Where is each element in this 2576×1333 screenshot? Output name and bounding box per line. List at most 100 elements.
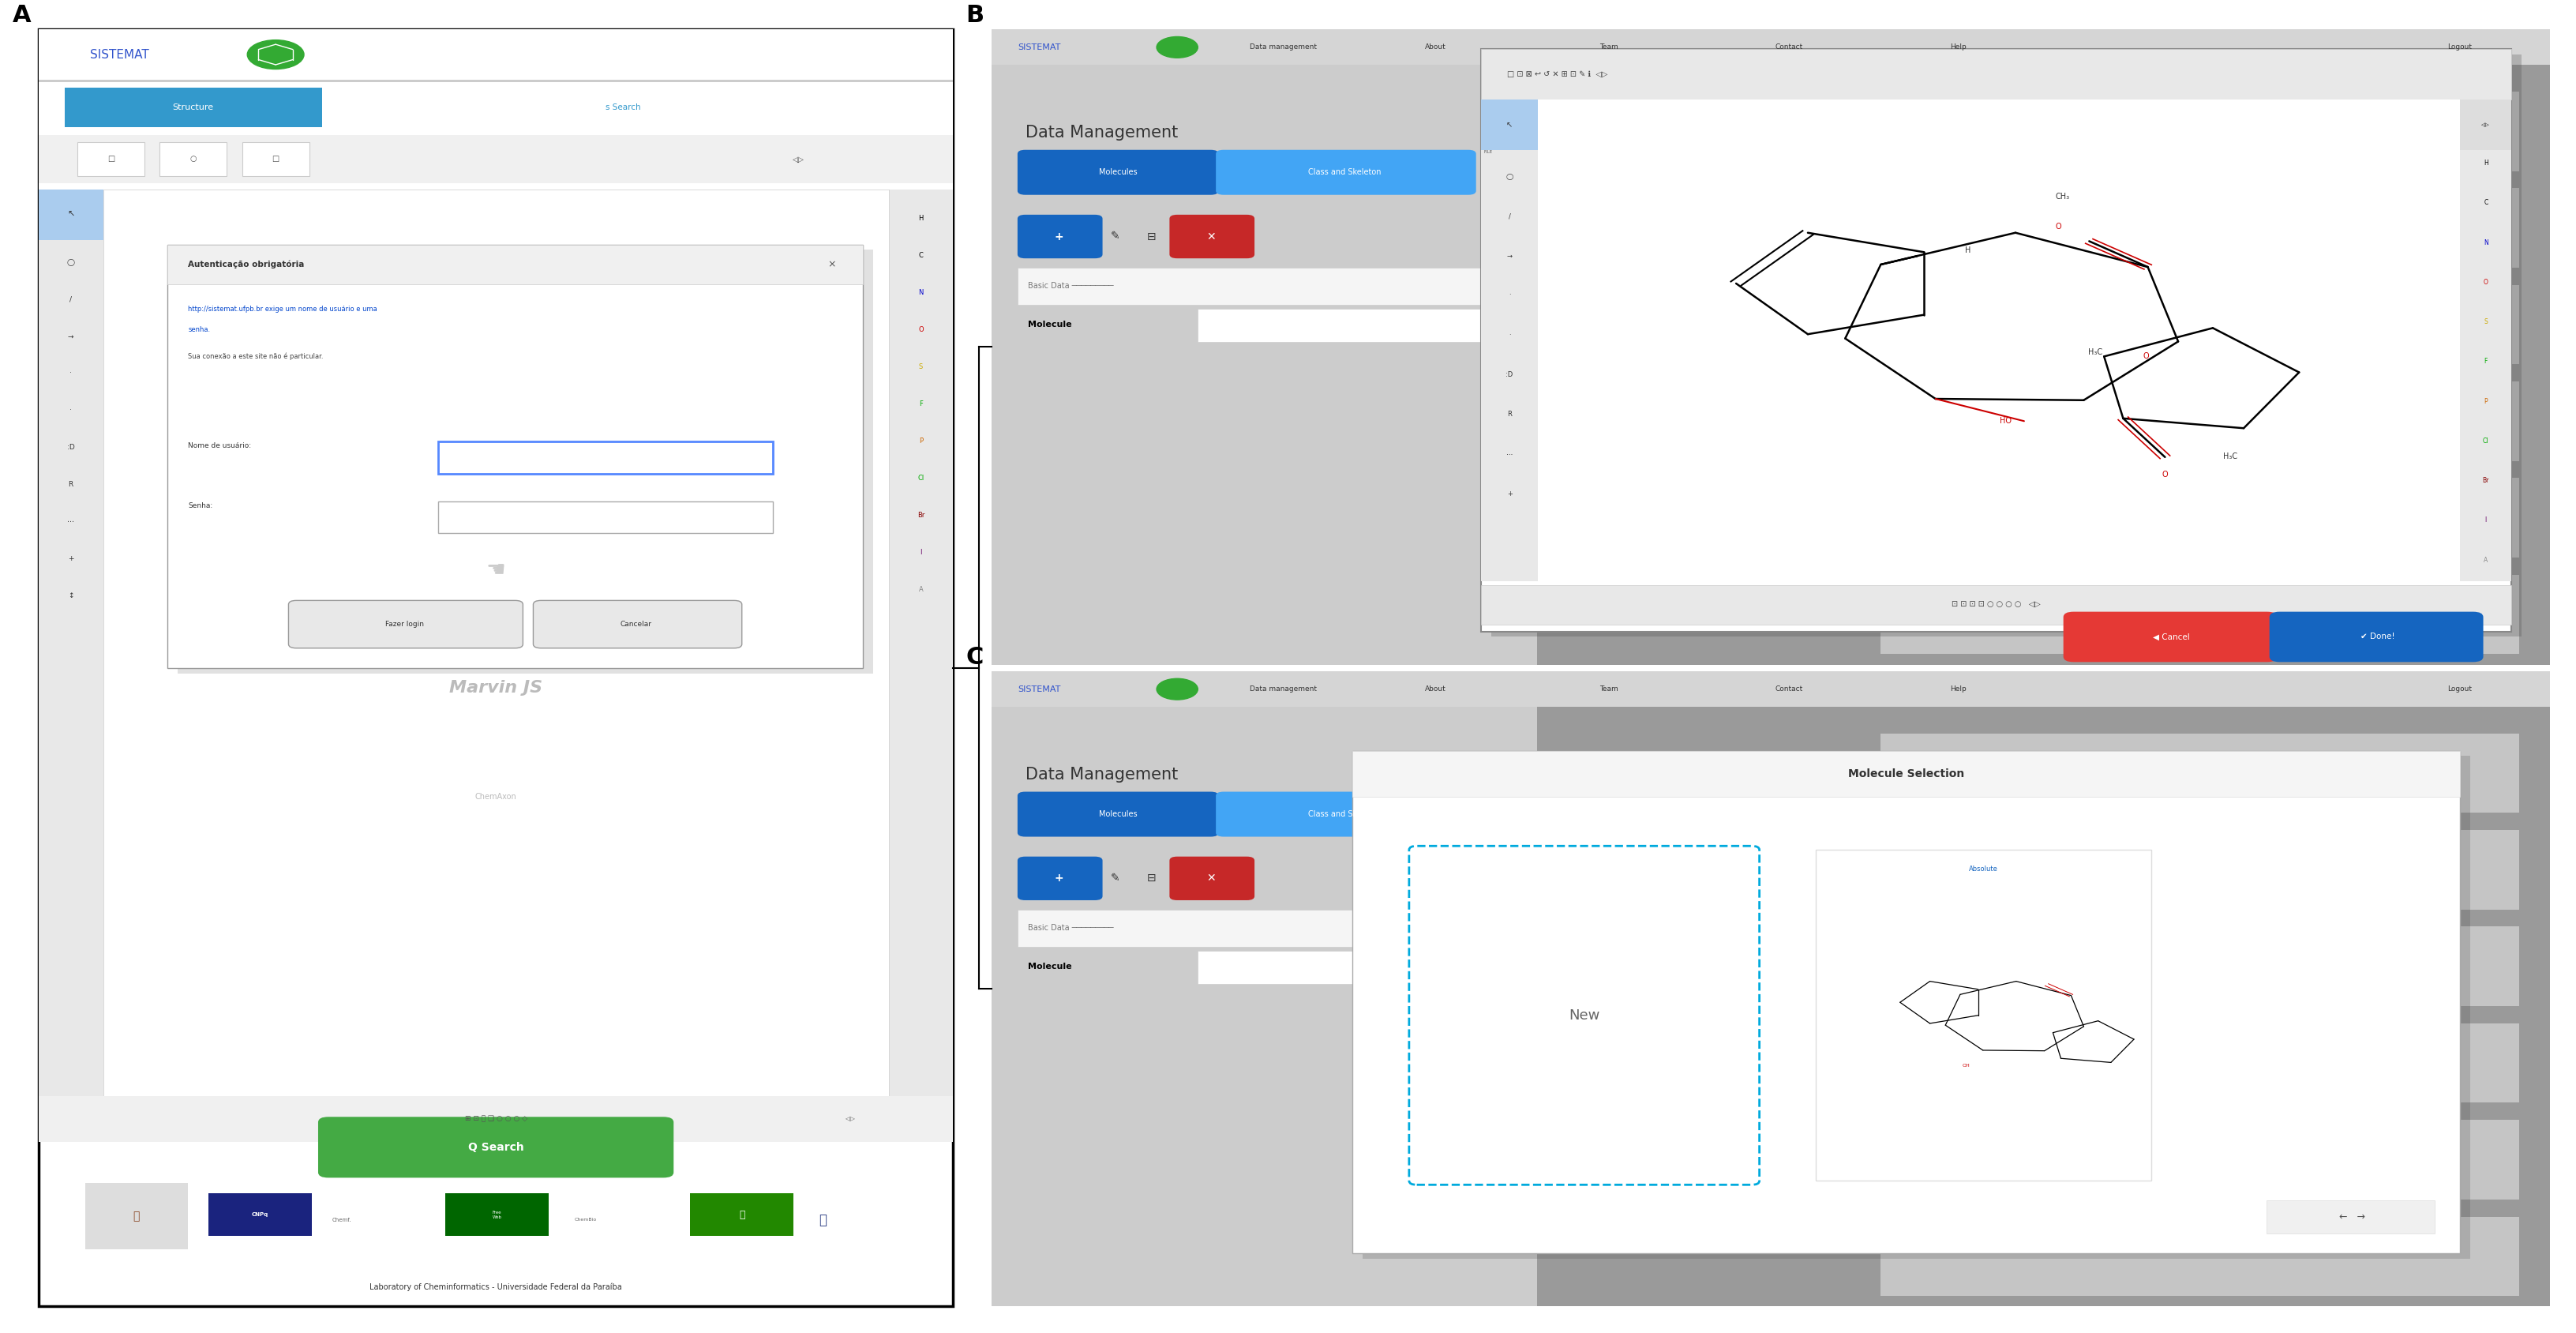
Text: Br: Br <box>917 512 925 519</box>
Bar <box>1880 1120 2519 1200</box>
Text: ◯: ◯ <box>1507 173 1512 180</box>
Text: ChemBio: ChemBio <box>574 1218 598 1222</box>
Text: Logout: Logout <box>2447 685 2473 693</box>
Text: P: P <box>2483 397 2488 405</box>
Text: H₃C: H₃C <box>2089 348 2102 356</box>
Text: ✎: ✎ <box>1110 873 1121 884</box>
Text: Contact: Contact <box>1775 44 1803 51</box>
Bar <box>1880 92 2519 171</box>
Text: Class and Skeleton: Class and Skeleton <box>1309 168 1381 176</box>
FancyBboxPatch shape <box>2063 612 2277 663</box>
Bar <box>64 88 322 128</box>
Text: :D: :D <box>67 444 75 451</box>
Text: Data Management: Data Management <box>1025 125 1177 140</box>
Text: Team: Team <box>1600 685 1618 693</box>
Text: Absolute: Absolute <box>1968 866 1999 873</box>
Bar <box>992 672 2550 1306</box>
Bar <box>1481 585 2512 625</box>
Text: H: H <box>920 215 922 223</box>
Bar <box>992 706 1538 1306</box>
Bar <box>2267 1201 2434 1234</box>
Text: 🌿: 🌿 <box>739 1209 744 1220</box>
Text: ↕: ↕ <box>67 592 75 600</box>
Text: O: O <box>917 327 925 333</box>
Circle shape <box>247 40 304 69</box>
Text: O: O <box>2161 471 2169 479</box>
Text: New: New <box>1569 1008 1600 1022</box>
Bar <box>39 1096 953 1142</box>
Text: N: N <box>2483 239 2488 247</box>
Text: P: P <box>920 437 922 444</box>
FancyBboxPatch shape <box>1018 857 1103 900</box>
FancyBboxPatch shape <box>1018 215 1103 259</box>
Text: Basic Data ─────────: Basic Data ───────── <box>1028 924 1113 932</box>
FancyBboxPatch shape <box>2269 612 2483 663</box>
Bar <box>103 189 889 1096</box>
Bar <box>1880 285 2519 364</box>
Bar <box>2460 100 2512 149</box>
Circle shape <box>1157 678 1198 700</box>
Text: ☚: ☚ <box>487 559 505 581</box>
Text: ←   →: ← → <box>2339 1212 2365 1222</box>
Text: Marvin JS: Marvin JS <box>448 680 544 696</box>
Text: Molecules: Molecules <box>1100 168 1136 176</box>
Bar <box>39 29 953 80</box>
Text: http://sistemat.ufpb.br exige um nome de usuário e uma: http://sistemat.ufpb.br exige um nome de… <box>188 305 376 312</box>
Text: ⋯: ⋯ <box>67 519 75 525</box>
Text: B: B <box>966 4 984 27</box>
Text: ✎: ✎ <box>1110 231 1121 243</box>
Bar <box>242 141 309 176</box>
Bar <box>1880 1217 2519 1296</box>
Text: Molecule: Molecule <box>1028 962 1072 970</box>
Text: Cl: Cl <box>917 475 925 481</box>
Bar <box>1538 100 2460 581</box>
Text: SISTEMAT: SISTEMAT <box>1018 685 1061 693</box>
Text: Help: Help <box>1950 685 1965 693</box>
Text: □: □ <box>108 155 113 163</box>
Bar <box>39 80 953 83</box>
Text: ⊡ ⊡ ⊡ ⊡ ○ ○ ○ ○   ◁▷: ⊡ ⊡ ⊡ ⊡ ○ ○ ○ ○ ◁▷ <box>1953 601 2040 609</box>
Bar <box>1880 1024 2519 1102</box>
Text: C: C <box>920 252 922 260</box>
Text: ⊟: ⊟ <box>1146 231 1157 243</box>
Text: Senha:: Senha: <box>188 503 214 509</box>
Text: ↖: ↖ <box>1507 121 1512 129</box>
Bar <box>39 189 103 240</box>
FancyBboxPatch shape <box>1170 857 1255 900</box>
Text: F: F <box>2483 359 2488 365</box>
Text: CNPq: CNPq <box>252 1212 268 1217</box>
Text: Q Search: Q Search <box>469 1142 523 1153</box>
Bar <box>1816 850 2151 1181</box>
Bar <box>438 441 773 473</box>
Text: ◯: ◯ <box>67 259 75 265</box>
Bar <box>1880 830 2519 909</box>
Bar <box>889 189 953 1096</box>
Bar <box>167 244 863 284</box>
Bar <box>992 29 2550 665</box>
FancyBboxPatch shape <box>1018 149 1218 195</box>
Bar <box>1352 750 2460 1253</box>
Bar <box>39 135 953 183</box>
Text: About: About <box>1425 44 1445 51</box>
Text: □ ⊡ ⊠ ↩ ↺ ✕ ⊞ ⊡ ✎ ℹ  ◁▷: □ ⊡ ⊠ ↩ ↺ ✕ ⊞ ⊡ ✎ ℹ ◁▷ <box>1507 71 1607 79</box>
Text: +: + <box>67 556 75 563</box>
Text: Contact: Contact <box>1775 685 1803 693</box>
Bar <box>1880 926 2519 1006</box>
FancyBboxPatch shape <box>533 600 742 648</box>
Text: :D: :D <box>1507 372 1512 379</box>
Text: Cl: Cl <box>2483 437 2488 444</box>
Bar <box>85 1182 188 1249</box>
Text: ×: × <box>827 259 837 269</box>
Bar <box>1198 309 1739 341</box>
Bar <box>1880 575 2519 655</box>
Text: Laboratory of Cheminformatics - Universidade Federal da Paraíba: Laboratory of Cheminformatics - Universi… <box>371 1284 621 1292</box>
Text: Autenticação obrigatória: Autenticação obrigatória <box>188 260 304 268</box>
Text: O: O <box>2056 223 2061 231</box>
Text: ⊟: ⊟ <box>1146 873 1157 884</box>
Bar <box>209 1193 312 1236</box>
FancyBboxPatch shape <box>1170 215 1255 259</box>
Bar <box>1880 733 2519 813</box>
Text: +: + <box>1054 231 1064 243</box>
Text: Data management: Data management <box>1249 44 1316 51</box>
FancyBboxPatch shape <box>1216 792 1476 837</box>
